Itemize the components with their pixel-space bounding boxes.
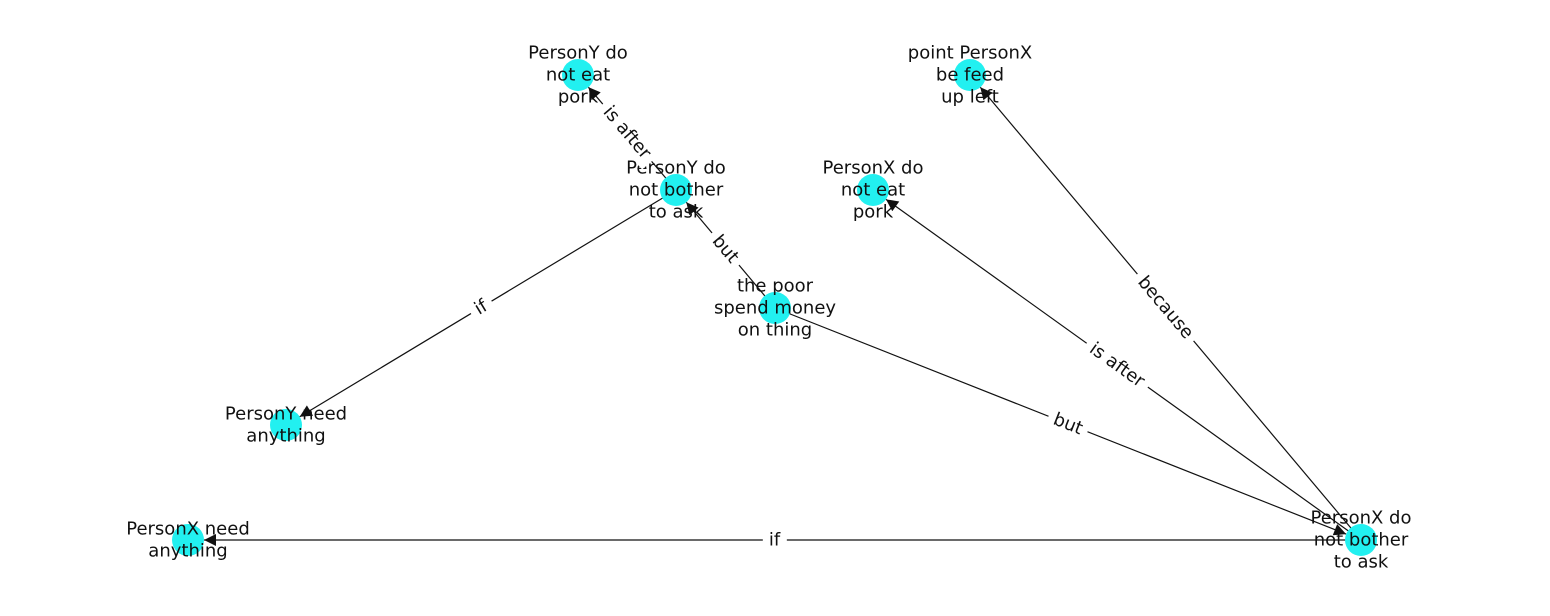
- node-label-line: to ask: [649, 202, 704, 223]
- node-py-not-bother: [660, 174, 692, 206]
- node-label-px-need: PersonX need anything: [126, 519, 250, 562]
- edge-label-group: if: [762, 527, 787, 553]
- edge-label-group: if: [464, 290, 499, 325]
- edge-label-background: [464, 290, 499, 325]
- node-label-line: PersonY need: [225, 404, 347, 425]
- node-label-line: be feed: [936, 65, 1004, 86]
- node-label-line: not eat: [841, 180, 905, 201]
- node-label-line: to ask: [1334, 552, 1389, 573]
- node-label-line: spend money: [714, 298, 836, 319]
- edge-label-background: [702, 224, 749, 274]
- node-label-line: not bother: [629, 180, 724, 201]
- edge-label-background: [1127, 266, 1204, 349]
- node-label-line: on thing: [738, 320, 812, 341]
- node-label-py-not-eat-pork: PersonY do not eat pork: [528, 43, 628, 108]
- node-px-need: [172, 524, 204, 556]
- node-label-line: PersonY do: [626, 158, 726, 179]
- node-label-line: not eat: [546, 65, 610, 86]
- edge-label: is after: [599, 102, 656, 164]
- edge-label-group: because: [1127, 266, 1204, 349]
- node-label-line: not bother: [1314, 530, 1409, 551]
- node-label-line: PersonX do: [823, 158, 924, 179]
- node-label-line: PersonX need: [126, 519, 250, 540]
- node-label-px-not-bother: PersonX do not bother to ask: [1311, 508, 1412, 573]
- node-label-line: point PersonX: [908, 43, 1032, 64]
- node-label-line: pork: [558, 87, 599, 108]
- edge-label-background: [1043, 404, 1093, 444]
- edge-label: because: [1133, 272, 1198, 343]
- node-label-line: anything: [246, 426, 325, 447]
- node-label-py-need: PersonY need anything: [225, 404, 347, 447]
- node-label-py-not-bother: PersonY do not bother to ask: [626, 158, 726, 223]
- edge-label-background: [1079, 333, 1156, 398]
- edge-label: is after: [1085, 338, 1149, 392]
- node-label-px-not-eat-pork: PersonX do not eat pork: [823, 158, 924, 223]
- edge-label-background: [593, 95, 662, 170]
- edge-label-group: but: [1043, 404, 1093, 444]
- node-label-poor-spend: the poor spend money on thing: [714, 276, 836, 341]
- node-label-line: pork: [853, 202, 894, 223]
- node-label-line: PersonX do: [1311, 508, 1412, 529]
- node-px-not-eat-pork: [857, 174, 889, 206]
- node-py-need: [270, 409, 302, 441]
- nodes-layer: [172, 59, 1377, 556]
- edge-label: if: [769, 530, 781, 551]
- node-label-line: PersonY do: [528, 43, 628, 64]
- edge-label-background: [762, 527, 787, 553]
- node-poor-spend: [759, 292, 791, 324]
- node-px-not-bother: [1345, 524, 1377, 556]
- node-py-not-eat-pork: [562, 59, 594, 91]
- node-label-px-point-fed-up: point PersonX be feed up left: [908, 43, 1032, 108]
- edge-label-group: but: [702, 224, 749, 274]
- edge-label-group: is after: [1079, 333, 1156, 398]
- node-px-point-fed-up: [954, 59, 986, 91]
- node-label-line: anything: [148, 541, 227, 562]
- node-label-line: up left: [941, 87, 999, 108]
- node-label-line: the poor: [737, 276, 814, 297]
